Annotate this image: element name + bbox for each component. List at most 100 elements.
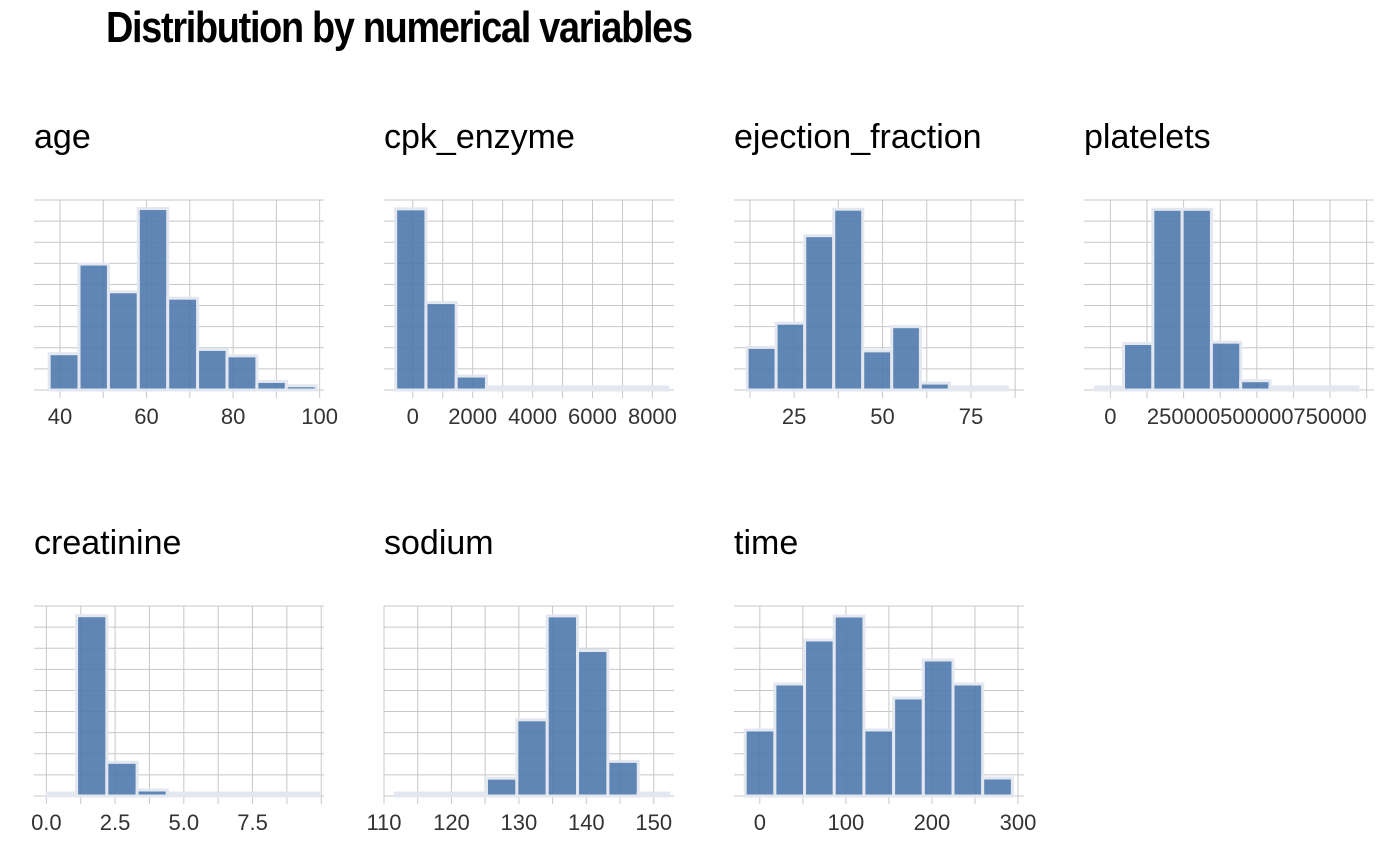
x-tick-label: 0 (754, 810, 766, 835)
bar-age-7 (255, 379, 288, 392)
bar-cpk_enzyme-1 (424, 301, 458, 392)
panel-title-platelets: platelets (1084, 118, 1211, 156)
histogram-age: 40 60 80 100 (34, 199, 338, 429)
facet-age: age 40 60 80 100 (0, 0, 350, 429)
x-tick-label: 150 (635, 810, 672, 835)
facet-sodium: sodium 110 120 130 140 150 (350, 406, 700, 835)
bar-age-6 (225, 354, 259, 392)
bar-ejection_fraction-5 (890, 325, 922, 392)
panel-title-cpk_enzyme: cpk_enzyme (384, 118, 575, 156)
bar-creatinine-6 (226, 791, 260, 798)
x-tick-label: 7.5 (237, 810, 268, 835)
facet-time: time 0 100 200 300 (700, 406, 1050, 835)
x-tick-label: 130 (501, 810, 538, 835)
x-tick-label: 750000 (1293, 404, 1366, 429)
x-tick-label: 75 (959, 404, 983, 429)
bar-time-6 (921, 658, 955, 798)
bar-cpk_enzyme-4 (515, 385, 549, 392)
bar-sodium-5 (545, 614, 580, 798)
facet-ejection_fraction: ejection_fraction 25 50 75 (700, 0, 1050, 429)
histogram-sodium: 110 120 130 140 150 (366, 605, 674, 835)
bar-sodium-3 (485, 776, 519, 798)
bar-time-1 (773, 682, 807, 798)
bar-platelets-1 (1122, 341, 1155, 392)
bar-platelets-5 (1239, 379, 1272, 392)
x-tick-label: 4000 (508, 404, 557, 429)
bar-time-2 (803, 638, 836, 798)
bar-sodium-4 (515, 718, 549, 798)
bar-platelets-8 (1327, 385, 1360, 392)
bar-cpk_enzyme-8 (636, 385, 670, 392)
x-tick-label: 50 (870, 404, 894, 429)
x-tick-label: 5.0 (169, 810, 200, 835)
bar-platelets-2 (1151, 207, 1184, 392)
bar-age-2 (106, 290, 140, 392)
x-tick-label: 25 (782, 404, 806, 429)
bar-time-3 (832, 614, 866, 798)
x-tick-label: 8000 (628, 404, 677, 429)
bar-platelets-4 (1209, 340, 1243, 392)
x-tick-label: 100 (828, 810, 865, 835)
histogram-ejection_fraction: 25 50 75 (734, 199, 1024, 429)
bar-creatinine-0 (45, 791, 79, 798)
facet-platelets: platelets 0 250000 500000 750000 (1050, 0, 1400, 429)
bar-ejection_fraction-8 (976, 385, 1009, 392)
x-tick-label: 60 (134, 404, 158, 429)
bar-ejection_fraction-3 (832, 207, 865, 392)
bar-creatinine-3 (135, 788, 169, 798)
bar-ejection_fraction-7 (947, 385, 980, 392)
x-tick-label: 2.5 (100, 810, 131, 835)
panel-title-time: time (734, 524, 799, 562)
bar-age-3 (136, 207, 170, 392)
histogram-time: 0 100 200 300 (734, 605, 1036, 835)
bar-time-7 (951, 682, 985, 798)
bar-age-4 (166, 296, 200, 392)
x-tick-label: 40 (48, 404, 72, 429)
bar-cpk_enzyme-3 (484, 385, 519, 392)
histogram-creatinine: 0.0 2.5 5.0 7.5 (31, 605, 324, 835)
histogram-cpk_enzyme: 0 2000 4000 6000 8000 (384, 199, 677, 429)
bar-platelets-3 (1180, 207, 1213, 392)
bar-sodium-7 (606, 759, 640, 798)
bar-age-8 (284, 384, 318, 392)
bar-creatinine-5 (196, 791, 230, 798)
x-tick-label: 120 (433, 810, 470, 835)
bar-platelets-7 (1297, 385, 1331, 392)
bar-creatinine-8 (286, 791, 321, 798)
bar-cpk_enzyme-0 (394, 207, 428, 392)
x-tick-label: 0 (407, 404, 419, 429)
x-tick-label: 100 (301, 404, 338, 429)
facet-creatinine: creatinine 0.0 2.5 5.0 7.5 (0, 406, 350, 835)
bar-cpk_enzyme-2 (454, 374, 488, 392)
bar-cpk_enzyme-5 (545, 385, 579, 392)
panel-title-sodium: sodium (384, 524, 494, 562)
bar-time-4 (862, 728, 896, 798)
bar-age-0 (47, 352, 81, 392)
panel-title-ejection_fraction: ejection_fraction (734, 118, 982, 156)
x-tick-label: 500000 (1220, 404, 1293, 429)
x-tick-label: 250000 (1147, 404, 1220, 429)
bar-creatinine-4 (165, 791, 200, 798)
bar-sodium-0 (393, 791, 428, 798)
bar-age-1 (77, 262, 110, 392)
bar-cpk_enzyme-7 (605, 385, 640, 392)
bar-creatinine-7 (256, 791, 290, 798)
panel-title-age: age (34, 118, 91, 156)
bar-platelets-6 (1268, 385, 1301, 392)
bar-sodium-8 (636, 791, 671, 798)
bar-time-8 (981, 776, 1014, 798)
bar-ejection_fraction-1 (774, 321, 807, 392)
bar-ejection_fraction-4 (861, 349, 894, 392)
x-tick-label: 200 (914, 810, 951, 835)
x-tick-label: 140 (568, 810, 605, 835)
histogram-platelets: 0 250000 500000 750000 (1084, 199, 1374, 429)
bar-cpk_enzyme-6 (575, 385, 609, 392)
bar-sodium-2 (454, 791, 489, 798)
x-tick-label: 2000 (448, 404, 497, 429)
bar-sodium-1 (424, 791, 458, 798)
bar-sodium-6 (576, 649, 610, 798)
x-tick-label: 80 (221, 404, 245, 429)
panel-title-creatinine: creatinine (34, 524, 182, 562)
x-tick-label: 6000 (568, 404, 617, 429)
bar-creatinine-2 (105, 760, 139, 798)
